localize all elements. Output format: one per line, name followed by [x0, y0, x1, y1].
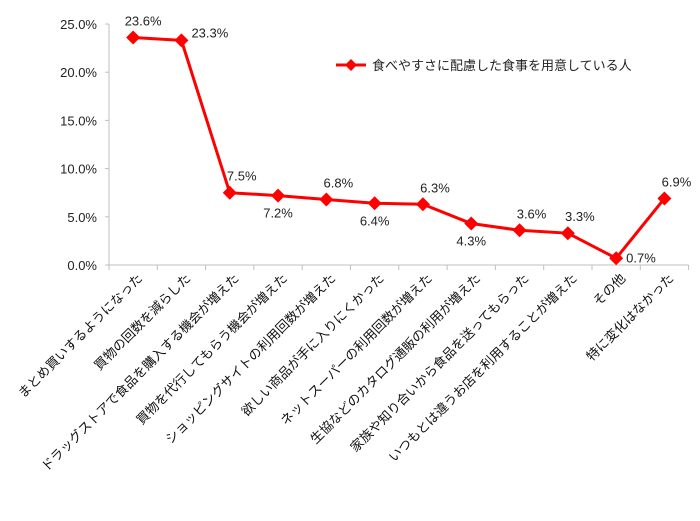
data-label: 23.6% — [125, 13, 162, 28]
data-point-diamond-icon — [319, 192, 334, 207]
data-label: 0.7% — [626, 250, 656, 265]
x-category-label: 買物の回数を減らした — [91, 271, 194, 374]
legend: 食べやすさに配慮した食事を用意している人 — [336, 58, 632, 74]
legend-label: 食べやすさに配慮した食事を用意している人 — [372, 58, 632, 74]
data-label: 6.8% — [324, 175, 354, 190]
data-point-diamond-icon — [609, 251, 624, 266]
x-axis-labels: まとめ買いするようになった買物の回数を減らしたドラッグストアで食品を購入する機会… — [16, 271, 677, 475]
y-tick-label: 20.0% — [60, 65, 97, 80]
data-point-diamond-icon — [367, 196, 382, 211]
y-axis: 0.0% 5.0% 10.0% 15.0% 20.0% 25.0% — [60, 17, 110, 273]
y-tick-label: 5.0% — [67, 210, 97, 225]
data-label: 7.2% — [263, 206, 293, 221]
y-tick-label: 10.0% — [60, 162, 97, 177]
data-label: 4.3% — [456, 234, 486, 249]
data-point-diamond-icon — [126, 30, 141, 45]
data-point-diamond-icon — [512, 223, 527, 238]
legend-diamond-marker-icon — [345, 59, 357, 71]
x-category-label: ドラッグストアで食品を購入する機会が増えた — [38, 271, 242, 475]
data-series — [126, 30, 672, 266]
data-label: 6.9% — [662, 174, 692, 189]
data-point-diamond-icon — [271, 188, 286, 203]
data-point-diamond-icon — [415, 197, 430, 212]
data-point-diamond-icon — [174, 33, 189, 48]
y-tick-label: 0.0% — [67, 258, 97, 273]
x-category-label: ショッピングサイトの利用回数が増えた — [163, 271, 339, 447]
data-label: 3.6% — [517, 206, 547, 221]
data-point-diamond-icon — [657, 191, 672, 206]
data-labels: 23.6% 23.3% 7.5% 7.2% 6.8% 6.4% 6.3% 4.3% 3.6% 3.… — [125, 13, 692, 265]
x-axis — [108, 264, 690, 270]
y-tick-label: 15.0% — [60, 113, 97, 128]
data-label: 3.3% — [565, 209, 595, 224]
x-category-label: 特に変化はなかった — [583, 271, 677, 365]
x-category-label: 家族や知り合いから食品を送ってもらった — [347, 271, 532, 456]
data-point-diamond-icon — [464, 216, 479, 231]
data-label: 6.4% — [360, 213, 390, 228]
data-point-diamond-icon — [222, 185, 237, 200]
data-label: 23.3% — [191, 25, 228, 40]
x-category-label: 生協などのカタログ通販の利用が増えた — [308, 271, 484, 447]
data-point-diamond-icon — [560, 226, 575, 241]
series-line — [133, 35, 666, 260]
x-category-label: その他 — [591, 271, 629, 309]
data-label: 6.3% — [420, 180, 450, 195]
data-label: 7.5% — [227, 169, 257, 184]
y-tick-label: 25.0% — [60, 17, 97, 32]
